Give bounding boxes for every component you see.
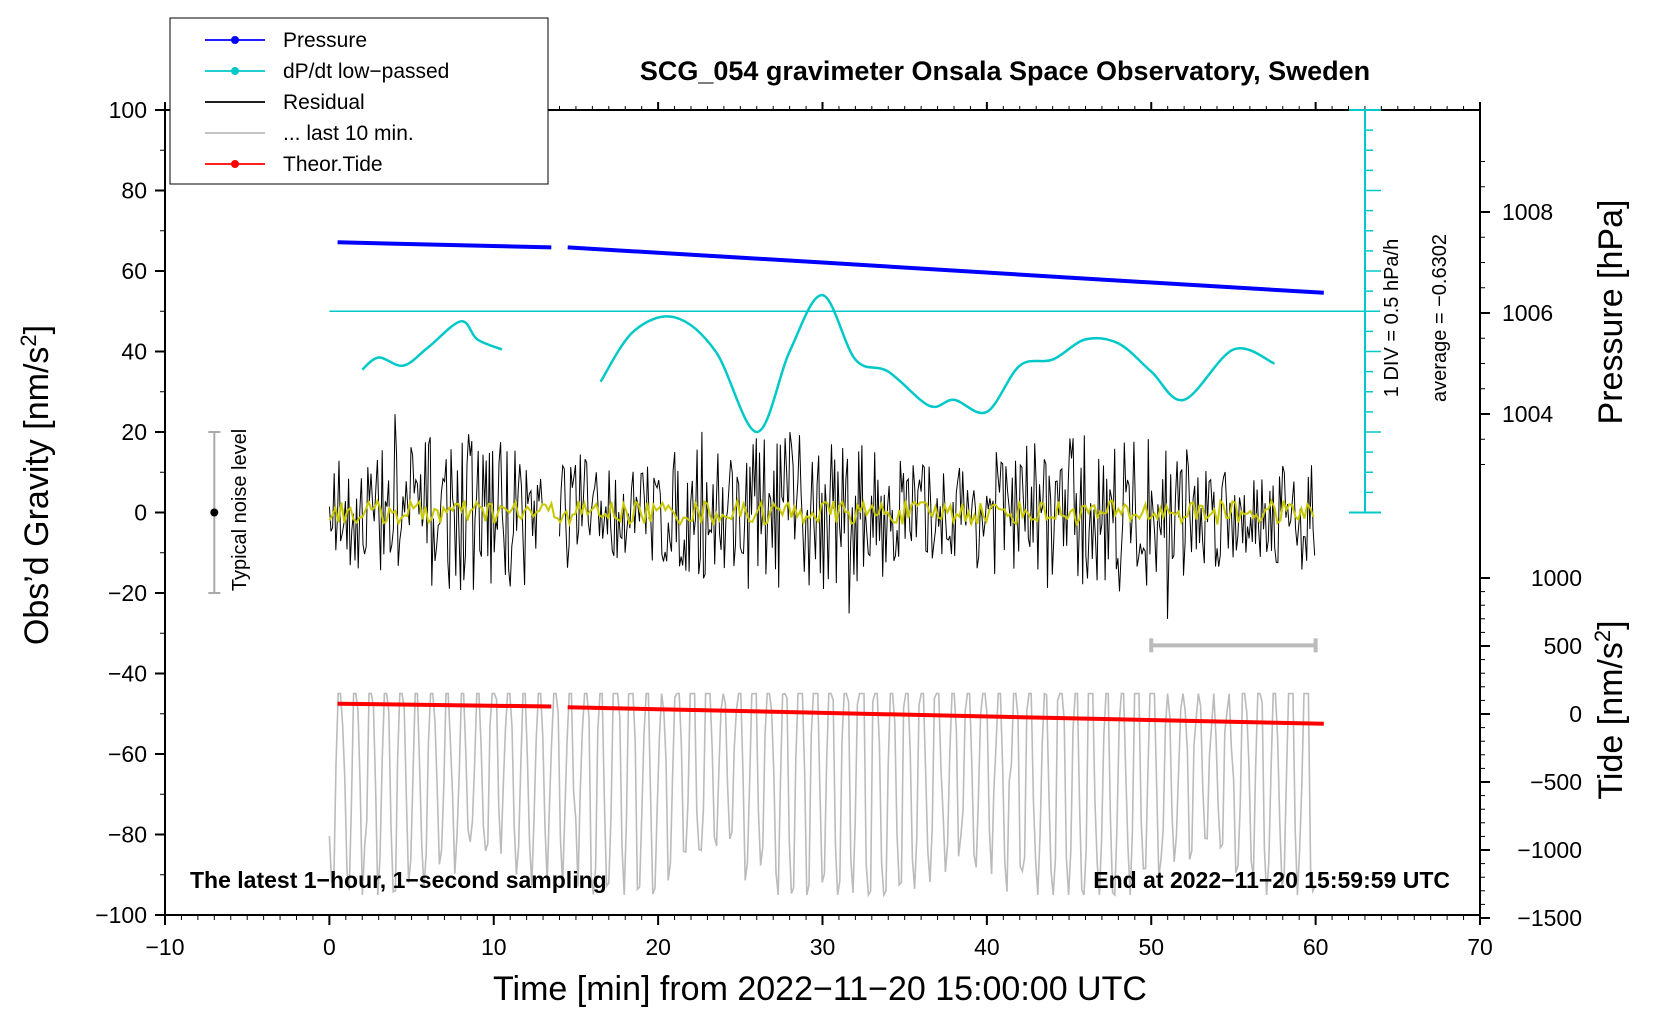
plot-area: −10 0 10 20 30 40 50 60 70100806040200−20−40−60−…	[95, 97, 1582, 960]
y-tick-label: −60	[108, 741, 147, 767]
y-axis-label-tide: Tide [nm/s2]	[1590, 620, 1630, 799]
y-axis-label-tide-end: ]	[1592, 620, 1630, 629]
y-tick-label: 20	[121, 419, 147, 445]
legend-label: Pressure	[283, 29, 367, 52]
y-tick-label: −100	[95, 902, 147, 928]
x-axis-label: Time [min] from 2022−11−20 15:00:00 UTC	[493, 970, 1147, 1008]
tide-tick-label: −500	[1530, 769, 1582, 795]
note-right: End at 2022−11−20 15:59:59 UTC	[1093, 867, 1450, 893]
x-tick-label: 60	[1303, 934, 1329, 960]
x-tick-label: −10	[145, 934, 184, 960]
chart-title: SCG_054 gravimeter Onsala Space Observat…	[640, 56, 1370, 86]
y-tick-label: 60	[121, 258, 147, 284]
pressure-tick-label: 1008	[1502, 199, 1553, 225]
x-tick-label: 10	[481, 934, 507, 960]
tide-series-line	[337, 701, 1324, 726]
note-left: The latest 1−hour, 1−second sampling	[190, 867, 607, 893]
y-tick-label: 80	[121, 178, 147, 204]
x-tick-label: 50	[1138, 934, 1164, 960]
y-axis-label-tide-main: Tide [nm/s	[1592, 642, 1630, 799]
x-tick-label: 20	[645, 934, 671, 960]
y-axis-label-pressure: Pressure [hPa]	[1592, 200, 1630, 425]
tide-tick-label: −1000	[1517, 837, 1582, 863]
dpdt-series-line	[361, 320, 503, 371]
noise-level-dot	[210, 508, 219, 517]
x-tick-label: 30	[810, 934, 836, 960]
legend-box	[169, 17, 549, 185]
y-tick-label: −80	[108, 822, 147, 848]
residual-smoothed-line	[328, 496, 1315, 528]
noise-level-label: Typical noise level	[229, 429, 251, 591]
legend-marker	[231, 67, 239, 75]
y-tick-label: −40	[108, 661, 147, 687]
tide-tick-label: 500	[1544, 633, 1582, 659]
y-axis-label-gravity-main: Obs’d Gravity [nm/s	[18, 347, 56, 646]
legend-marker	[231, 36, 239, 44]
y-axis-label-tide-sup: 2	[1590, 630, 1615, 642]
y-axis-label-gravity-end: ]	[18, 325, 56, 334]
y-tick-label: −20	[108, 580, 147, 606]
dpdt-average-label: average = −0.6302	[1429, 234, 1451, 402]
pressure-tick-label: 1006	[1502, 300, 1553, 326]
residual-series-line	[328, 414, 1316, 619]
last10-series-line	[328, 692, 1316, 898]
legend-label: Theor.Tide	[283, 153, 383, 176]
legend-label: ... last 10 min.	[283, 122, 414, 145]
x-tick-label: 70	[1467, 934, 1493, 960]
tide-tick-label: −1500	[1517, 905, 1582, 931]
legend-label: Residual	[283, 91, 365, 114]
y-tick-label: 0	[134, 500, 147, 526]
dpdt-scale-label: 1 DIV = 0.5 hPa/h	[1381, 239, 1403, 397]
y-tick-label: 100	[109, 97, 147, 123]
y-axis-label-gravity-sup: 2	[16, 334, 41, 346]
legend-label: dP/dt low−passed	[283, 60, 449, 83]
y-tick-label: 40	[121, 339, 147, 365]
pressure-series-line	[337, 240, 1324, 295]
legend: Pressure dP/dt low−passed Residual ... last…	[169, 17, 549, 185]
tide-tick-label: 1000	[1531, 565, 1582, 591]
x-tick-label: 40	[974, 934, 1000, 960]
dpdt-series-line	[599, 293, 1276, 434]
x-tick-label: 0	[323, 934, 336, 960]
legend-marker	[231, 160, 239, 168]
pressure-tick-label: 1004	[1502, 401, 1553, 427]
tide-tick-label: 0	[1569, 701, 1582, 727]
y-axis-label-gravity: Obs’d Gravity [nm/s2]	[16, 325, 56, 645]
